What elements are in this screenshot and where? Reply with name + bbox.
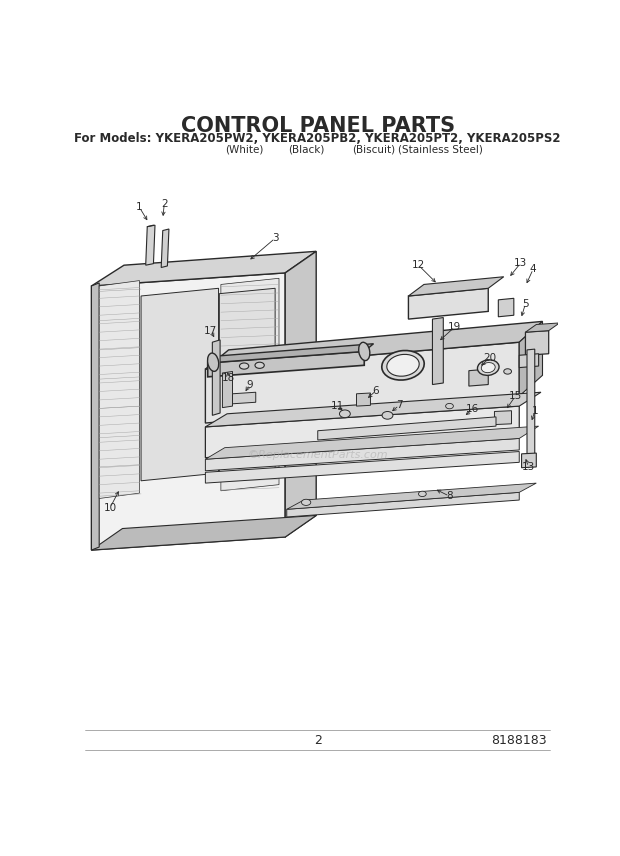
- Text: 19: 19: [448, 322, 461, 332]
- Text: 3: 3: [272, 233, 278, 243]
- Text: ©ReplacementParts.com: ©ReplacementParts.com: [247, 450, 388, 461]
- Text: 1: 1: [531, 407, 538, 417]
- Text: For Models: YKERA205PW2, YKERA205PB2, YKERA205PT2, YKERA205PS2: For Models: YKERA205PW2, YKERA205PB2, YK…: [74, 132, 561, 145]
- Polygon shape: [161, 229, 169, 268]
- Polygon shape: [285, 252, 316, 537]
- Polygon shape: [433, 318, 443, 384]
- Text: 16: 16: [466, 404, 479, 414]
- Text: 20: 20: [483, 353, 497, 363]
- Text: 7: 7: [396, 401, 402, 410]
- Text: 15: 15: [509, 391, 522, 401]
- Text: 1: 1: [136, 202, 143, 212]
- Polygon shape: [356, 393, 371, 406]
- Polygon shape: [223, 372, 232, 407]
- Polygon shape: [205, 451, 520, 483]
- Text: 12: 12: [412, 260, 425, 270]
- Polygon shape: [317, 417, 496, 440]
- Polygon shape: [205, 426, 539, 459]
- Polygon shape: [205, 406, 520, 458]
- Ellipse shape: [503, 369, 512, 374]
- Polygon shape: [208, 344, 373, 363]
- Text: (Black): (Black): [288, 145, 324, 155]
- Text: 9: 9: [246, 379, 253, 389]
- Ellipse shape: [301, 499, 311, 505]
- Polygon shape: [92, 252, 316, 286]
- Polygon shape: [469, 369, 489, 386]
- Polygon shape: [526, 330, 549, 355]
- Polygon shape: [92, 282, 99, 550]
- Ellipse shape: [358, 342, 370, 360]
- Text: (Stainless Steel): (Stainless Steel): [398, 145, 482, 155]
- Polygon shape: [526, 323, 559, 332]
- Text: (Biscuit): (Biscuit): [352, 145, 395, 155]
- Polygon shape: [146, 225, 155, 265]
- Polygon shape: [219, 288, 275, 477]
- Text: 2: 2: [314, 734, 322, 746]
- Polygon shape: [205, 392, 541, 427]
- Polygon shape: [498, 298, 514, 317]
- Polygon shape: [527, 349, 534, 461]
- Polygon shape: [212, 340, 220, 415]
- Text: 10: 10: [104, 502, 117, 513]
- Text: 6: 6: [373, 386, 379, 395]
- Ellipse shape: [387, 354, 419, 376]
- Text: 13: 13: [514, 258, 528, 268]
- Text: 4: 4: [530, 264, 536, 274]
- Polygon shape: [286, 483, 536, 509]
- Text: 18: 18: [222, 373, 235, 383]
- Polygon shape: [495, 411, 512, 425]
- Text: 11: 11: [330, 401, 343, 411]
- Ellipse shape: [382, 350, 424, 380]
- Ellipse shape: [239, 363, 249, 369]
- Text: (White): (White): [225, 145, 264, 155]
- Ellipse shape: [382, 412, 393, 419]
- Ellipse shape: [255, 362, 264, 368]
- Polygon shape: [286, 492, 520, 517]
- Text: 13: 13: [522, 462, 535, 472]
- Polygon shape: [92, 273, 285, 550]
- Polygon shape: [409, 276, 503, 296]
- Polygon shape: [521, 453, 536, 467]
- Polygon shape: [221, 278, 279, 490]
- Polygon shape: [92, 515, 316, 550]
- Ellipse shape: [446, 403, 453, 409]
- Ellipse shape: [477, 360, 499, 376]
- Ellipse shape: [481, 363, 495, 372]
- Text: 8188183: 8188183: [492, 734, 547, 746]
- Polygon shape: [141, 288, 219, 481]
- Polygon shape: [99, 281, 140, 498]
- Ellipse shape: [208, 353, 219, 372]
- Text: CONTROL PANEL PARTS: CONTROL PANEL PARTS: [180, 116, 455, 136]
- Polygon shape: [520, 354, 539, 367]
- Text: 8: 8: [446, 491, 453, 502]
- Polygon shape: [205, 438, 520, 471]
- Polygon shape: [205, 321, 542, 369]
- Text: 5: 5: [522, 299, 529, 309]
- Polygon shape: [208, 352, 365, 377]
- Ellipse shape: [418, 491, 427, 496]
- Polygon shape: [205, 342, 520, 423]
- Polygon shape: [232, 392, 255, 404]
- Polygon shape: [409, 288, 489, 319]
- Text: 2: 2: [161, 199, 167, 209]
- Text: 17: 17: [204, 325, 218, 336]
- Ellipse shape: [340, 410, 350, 418]
- Polygon shape: [520, 321, 542, 396]
